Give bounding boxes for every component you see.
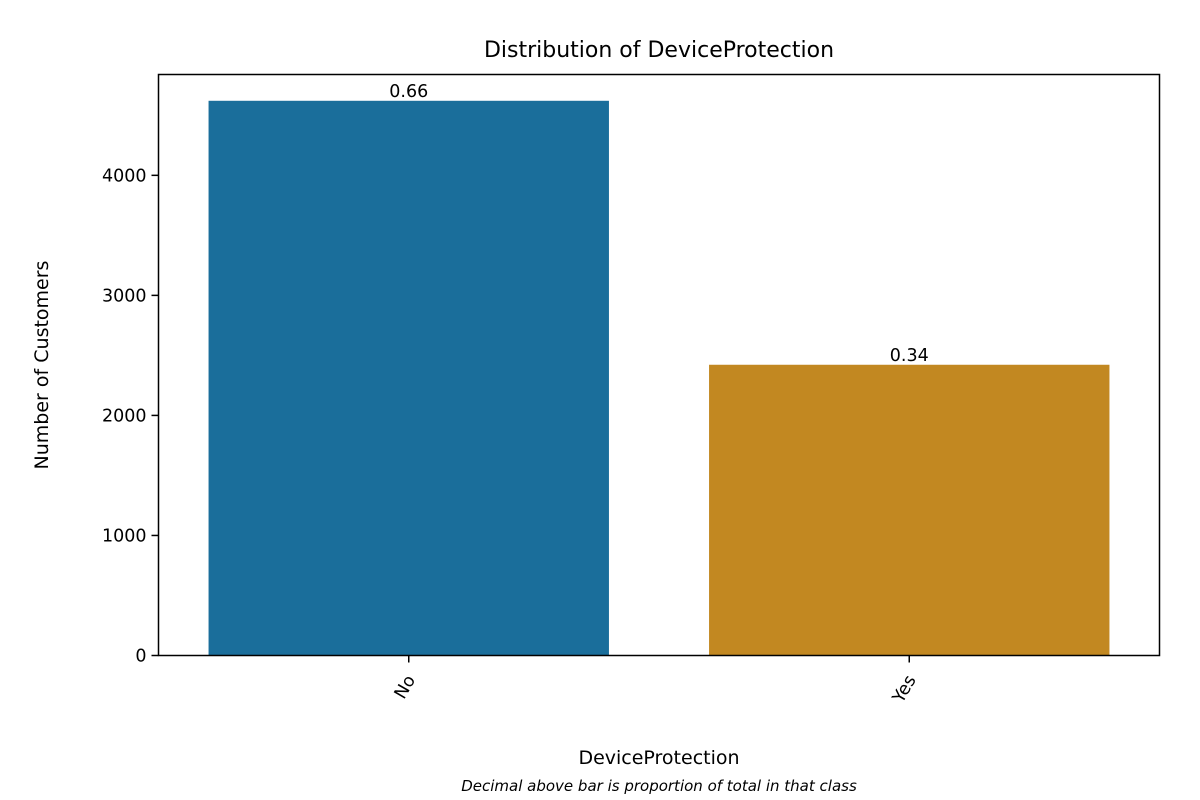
bar-yes [709, 364, 1110, 656]
y-tick-label: 2000 [102, 406, 147, 426]
y-tick-label: 0 [135, 647, 146, 667]
y-tick-label: 1000 [102, 526, 147, 546]
bar-value-label: 0.34 [890, 346, 929, 366]
y-tick-label: 4000 [102, 166, 147, 186]
chart-caption: Decimal above bar is proportion of total… [461, 777, 857, 795]
bar-no [208, 100, 609, 656]
x-axis-ticks: No Yes [391, 655, 921, 707]
x-axis-label: DeviceProtection [578, 747, 739, 769]
bar-value-label: 0.66 [389, 82, 428, 102]
y-axis-ticks: 0 1000 2000 3000 4000 [102, 166, 159, 667]
plot-frame [157, 73, 1161, 657]
y-axis-label: Number of Customers [31, 261, 53, 470]
x-tick-label: Yes [889, 672, 921, 707]
bars-group [208, 100, 1110, 656]
chart-title: Distribution of DeviceProtection [484, 38, 834, 63]
y-tick-label: 3000 [102, 286, 147, 306]
x-tick-label: No [391, 672, 420, 703]
bar-labels-group: 0.66 0.34 [389, 82, 928, 366]
